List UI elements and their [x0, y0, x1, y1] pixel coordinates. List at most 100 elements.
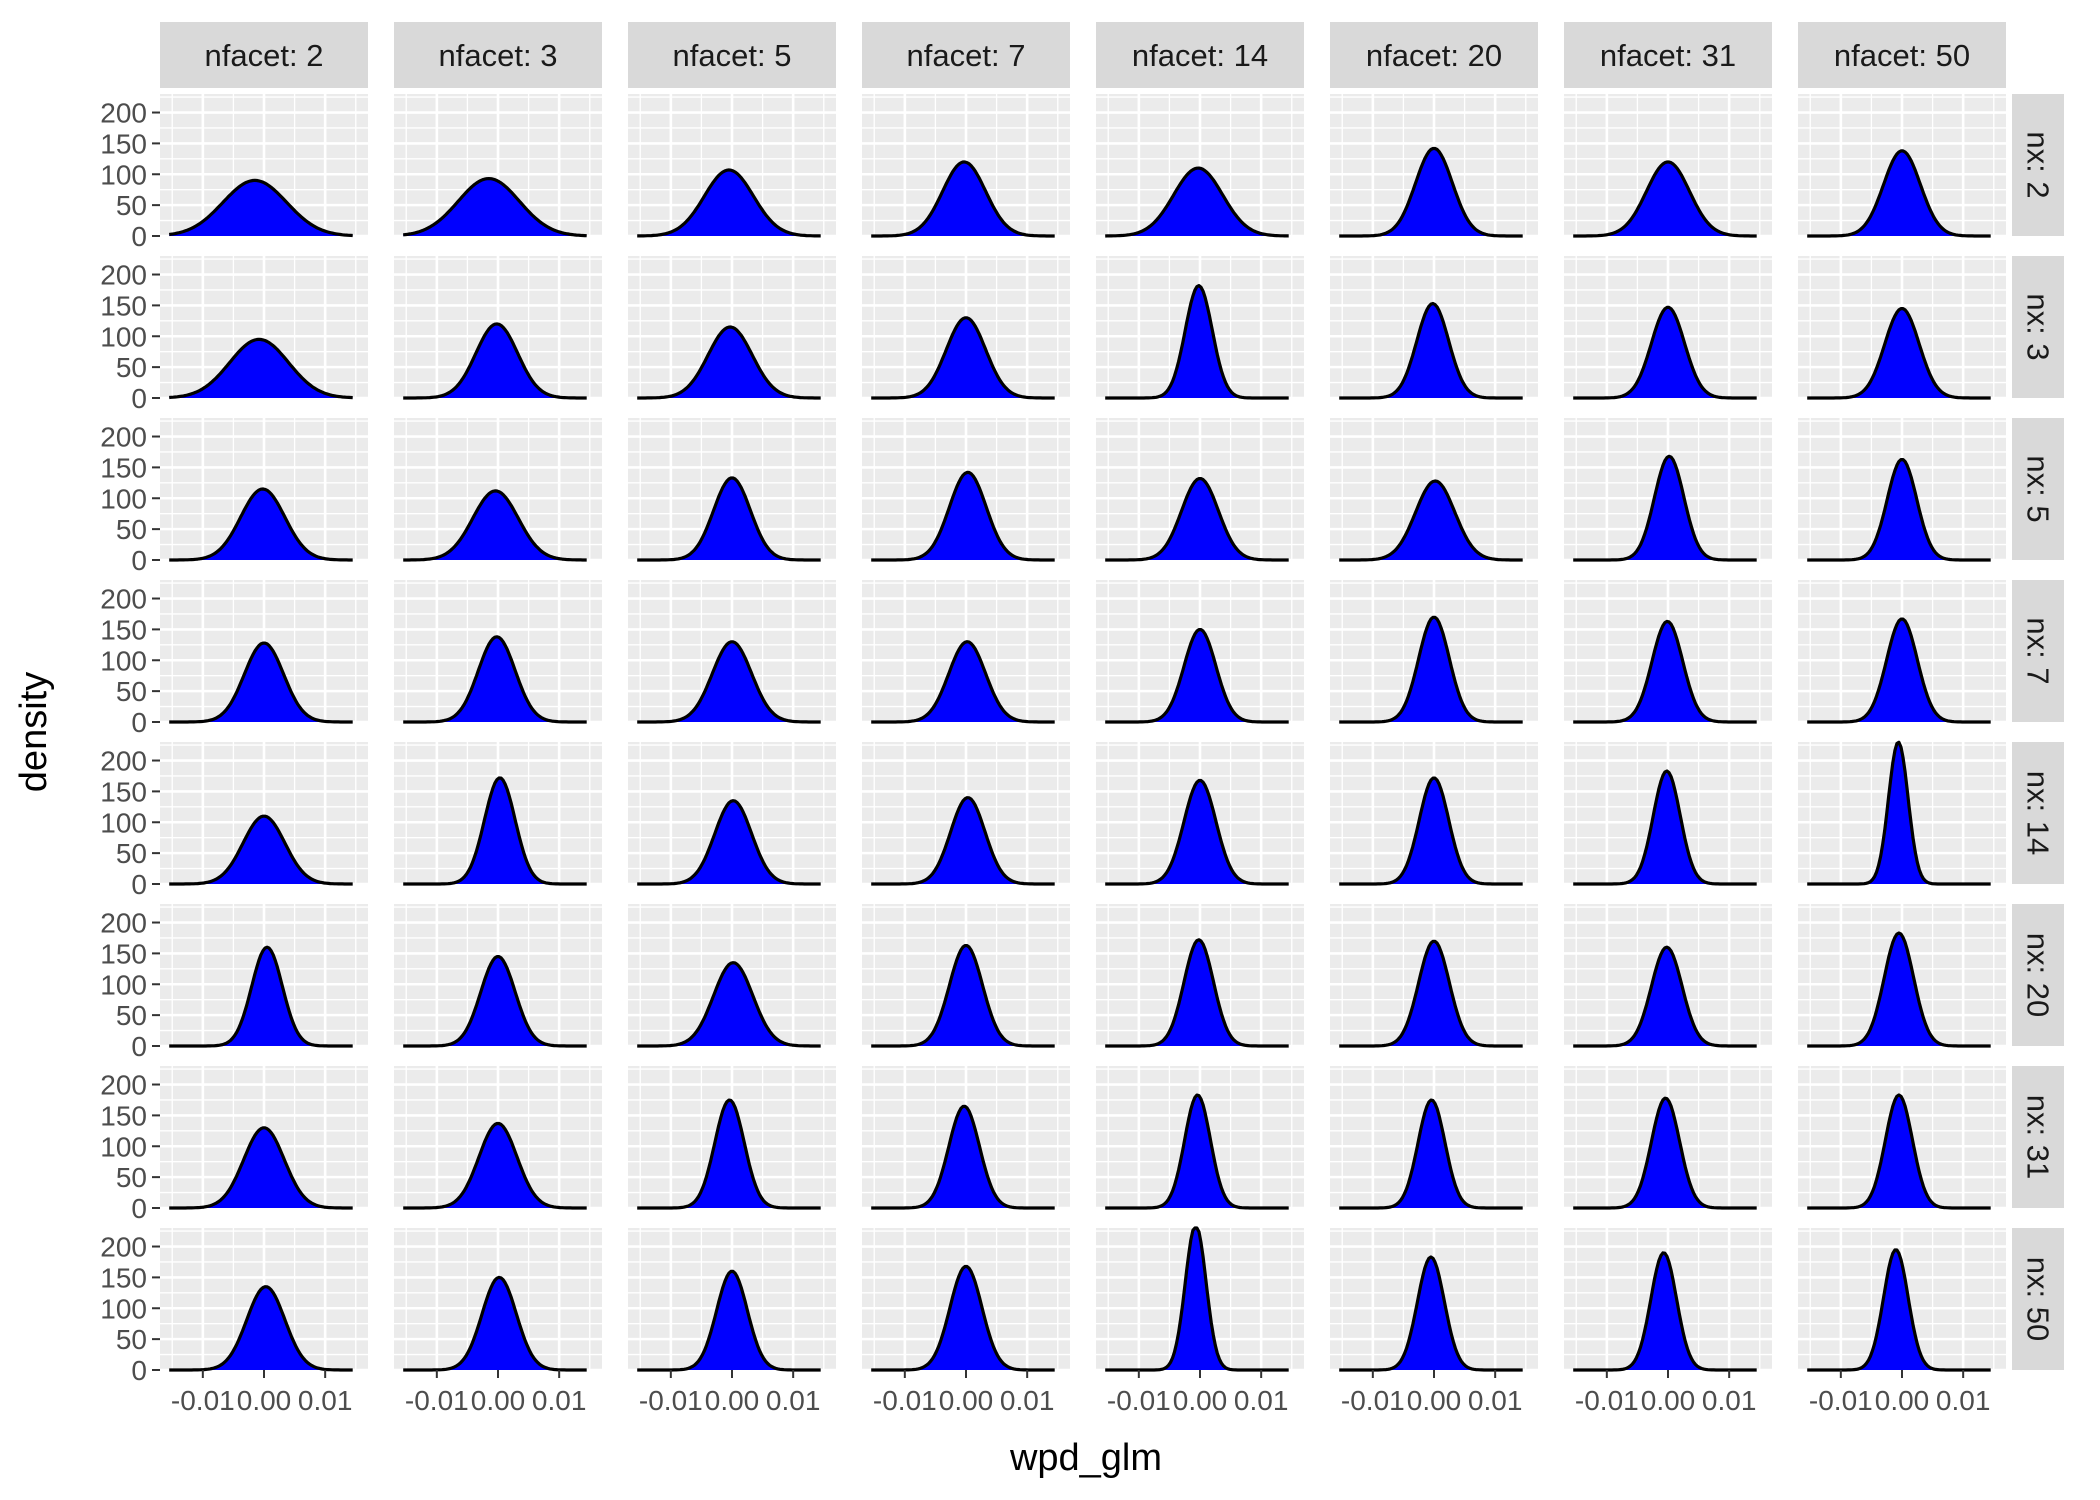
x-tick-label: -0.01	[873, 1385, 937, 1416]
x-tick-label: 0.00	[471, 1385, 526, 1416]
facet-panel	[862, 1066, 1070, 1210]
facet-panel	[1564, 904, 1772, 1048]
density-area	[1339, 941, 1523, 1046]
density-line	[169, 1126, 353, 1210]
x-tick-label: 0.01	[532, 1385, 587, 1416]
x-tick-label: -0.01	[639, 1385, 703, 1416]
density-line	[169, 641, 353, 724]
density-area	[403, 490, 587, 560]
row-strip	[2012, 580, 2064, 722]
col-strip-label: nfacet: 31	[1600, 38, 1736, 73]
facet-panel	[1798, 94, 2006, 238]
density-area	[1339, 617, 1523, 722]
density-line	[403, 322, 587, 400]
facet-panel	[628, 742, 836, 886]
facet-panel	[394, 256, 602, 400]
density-line	[1105, 284, 1289, 400]
density-area	[1105, 168, 1289, 236]
density-area	[1573, 1252, 1757, 1370]
density-area	[871, 797, 1055, 884]
density-line	[1339, 301, 1523, 400]
density-line	[637, 640, 821, 724]
y-tick-label: 150	[100, 290, 147, 321]
density-line	[402, 177, 587, 238]
row-strip-label: nx: 5	[2021, 455, 2056, 522]
facet-panel	[1564, 418, 1772, 562]
row-strip-label: nx: 20	[2021, 933, 2056, 1017]
density-area	[1807, 619, 1991, 722]
facet-panel: -0.01 0.00 0.01	[1330, 1228, 1538, 1416]
density-area	[1105, 478, 1289, 560]
density-area	[1573, 621, 1757, 722]
y-tick-label: 100	[100, 645, 147, 676]
y-tick-label: 50	[116, 838, 147, 869]
row-strip-label: nx: 2	[2021, 131, 2056, 198]
x-tick-label: 0.00	[237, 1385, 292, 1416]
y-tick-label: 0	[131, 1355, 147, 1386]
facet-panel	[1096, 94, 1304, 238]
col-strip	[1798, 22, 2006, 88]
y-tick-label: 150	[100, 1262, 147, 1293]
density-area	[169, 1127, 353, 1208]
x-tick-label: 0.01	[1000, 1385, 1055, 1416]
x-tick-label: 0.01	[1234, 1385, 1289, 1416]
density-area	[1807, 308, 1991, 398]
facet-panel	[1798, 418, 2006, 562]
x-tick-label: 0.01	[298, 1385, 353, 1416]
facet-panel	[1798, 904, 2006, 1048]
col-strip-label: nfacet: 20	[1366, 38, 1502, 73]
y-tick-label: 50	[116, 190, 147, 221]
facet-panel: -0.01 0.00 0.01	[1096, 1226, 1304, 1416]
density-line	[403, 1121, 587, 1210]
row-strip	[2012, 256, 2064, 398]
y-tick-label: 200	[100, 908, 147, 939]
facet-panel	[1096, 742, 1304, 886]
density-area	[169, 947, 353, 1046]
facet-panel	[862, 256, 1070, 400]
density-line	[1807, 931, 1991, 1048]
density-line	[637, 1098, 821, 1210]
y-axis-title: density	[13, 672, 55, 792]
y-tick-label: 100	[100, 807, 147, 838]
density-area	[1807, 150, 1991, 236]
density-line	[637, 168, 821, 238]
x-tick-label: 0.01	[1702, 1385, 1757, 1416]
facet-panel	[1564, 1066, 1772, 1210]
facet-panel	[1798, 1066, 2006, 1210]
y-tick-label: 100	[100, 969, 147, 1000]
density-area	[871, 641, 1055, 722]
density-line	[637, 476, 821, 562]
density-area	[169, 489, 353, 560]
density-line	[1105, 1093, 1289, 1210]
density-area	[1807, 933, 1991, 1046]
y-tick-label: 200	[100, 98, 147, 129]
density-line	[1339, 479, 1523, 562]
row-strip	[2012, 742, 2064, 884]
density-line	[1339, 1098, 1523, 1210]
facet-panel	[394, 742, 602, 886]
x-tick-label: -0.01	[171, 1385, 235, 1416]
facet-panel	[628, 94, 836, 238]
row-strip	[2012, 904, 2064, 1046]
y-tick-label: 150	[100, 938, 147, 969]
y-tick-label: 200	[100, 260, 147, 291]
density-line	[871, 1104, 1055, 1210]
col-strip-label: nfacet: 7	[907, 38, 1026, 73]
facet-panel: -0.01 0.00 0.01	[862, 1228, 1070, 1416]
col-strip	[1330, 22, 1538, 88]
density-area	[1339, 1257, 1523, 1370]
density-line	[169, 337, 353, 400]
facet-panel	[1096, 580, 1304, 724]
density-line	[168, 178, 353, 238]
density-area	[1807, 1095, 1991, 1208]
x-tick-label: 0.01	[1468, 1385, 1523, 1416]
density-line	[1105, 628, 1289, 724]
facet-panel	[394, 904, 602, 1048]
row-strip-label: nx: 50	[2021, 1257, 2056, 1341]
facet-panel	[1798, 580, 2006, 724]
density-area	[1807, 459, 1991, 560]
density-line	[1105, 778, 1289, 886]
